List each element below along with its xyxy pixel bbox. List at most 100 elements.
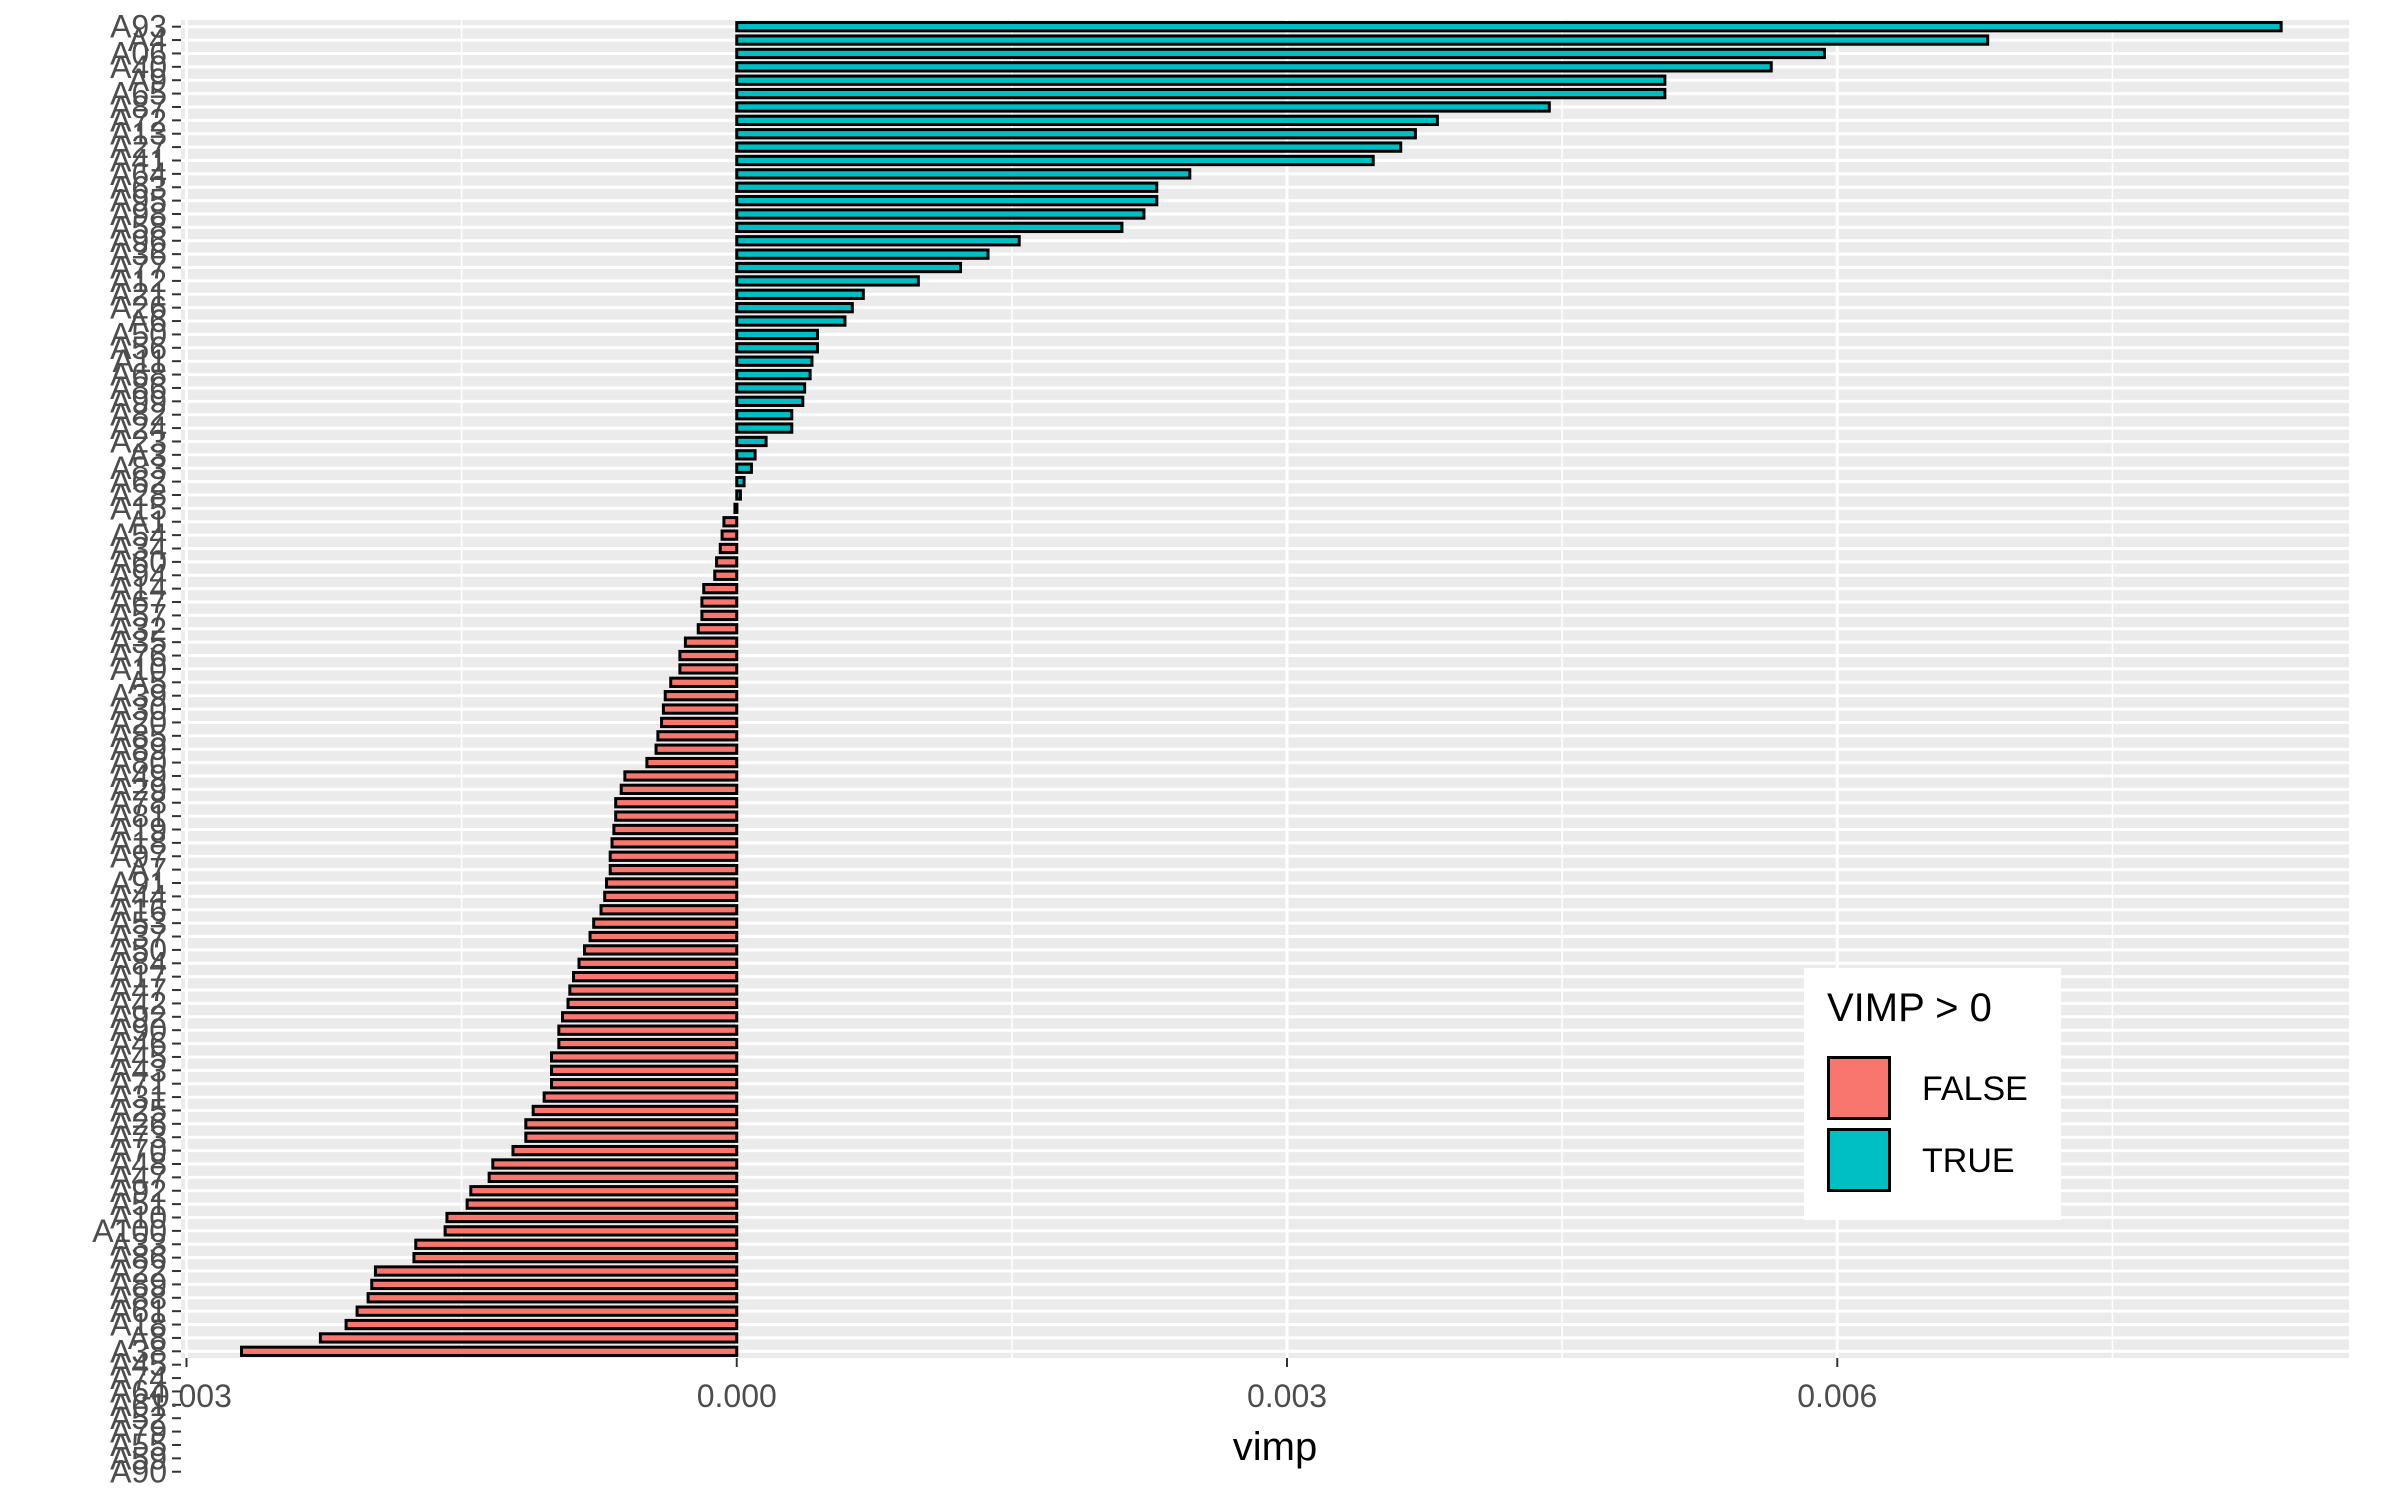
- bar: [678, 663, 739, 675]
- bar: [735, 74, 1667, 86]
- y-tick-label: A44: [110, 878, 167, 914]
- bar: [605, 877, 739, 889]
- y-tick-label: A17: [110, 959, 167, 995]
- bar: [583, 944, 739, 956]
- bar: [656, 730, 739, 742]
- bar: [735, 449, 757, 461]
- y-tick-label: A45: [110, 1347, 167, 1383]
- bar: [592, 917, 739, 929]
- bar: [735, 47, 1826, 60]
- bar: [557, 1037, 739, 1050]
- bar: [603, 890, 739, 903]
- bar: [735, 21, 2283, 33]
- y-tick-label: A82: [110, 397, 167, 433]
- bar: [735, 194, 1159, 207]
- y-tick-label: A51: [110, 1186, 167, 1222]
- bar: [735, 261, 963, 274]
- bar: [735, 395, 805, 407]
- bar: [663, 690, 739, 702]
- y-tick-label: A50: [110, 316, 167, 352]
- y-tick-label: A79: [110, 1414, 167, 1450]
- bar: [614, 810, 739, 822]
- x-tick-label: 0.006: [1797, 1378, 1877, 1414]
- y-tick-label: A49: [110, 758, 167, 794]
- y-tick-label: A90: [110, 1454, 167, 1490]
- y-tick-label: A21: [110, 276, 167, 312]
- bar: [735, 101, 1551, 113]
- y-tick-label: A31: [110, 1079, 167, 1115]
- bar: [610, 837, 739, 849]
- y-tick-label: A70: [110, 1133, 167, 1169]
- y-tick-label: A60: [110, 544, 167, 580]
- y-tick-label: A89: [110, 731, 167, 767]
- bar: [735, 128, 1417, 140]
- bar: [735, 87, 1667, 100]
- bar: [557, 1024, 739, 1036]
- y-tick-label: A23: [110, 423, 167, 459]
- bars: [240, 21, 2283, 1357]
- y-tick-label: A90: [110, 1012, 167, 1048]
- y-tick-label: A43: [110, 1052, 167, 1088]
- legend-key-false: [1827, 1056, 1891, 1120]
- y-tick-label: A53: [110, 905, 167, 941]
- bar: [566, 997, 739, 1010]
- y-tick-label: A14: [110, 571, 167, 607]
- bar: [531, 1104, 739, 1117]
- y-tick-label: A74: [110, 1360, 167, 1396]
- y-tick-label: A41: [110, 142, 167, 178]
- y-tick-label: A57: [110, 597, 167, 633]
- bar: [735, 235, 1021, 247]
- bar: [683, 636, 739, 648]
- y-tick-label: A9: [128, 62, 167, 98]
- bar: [722, 516, 739, 528]
- bar: [735, 422, 794, 434]
- y-tick-label: A83: [110, 450, 167, 486]
- y-tick-label: A92: [110, 1173, 167, 1209]
- bar: [487, 1171, 739, 1184]
- bar: [735, 435, 768, 448]
- legend-key-true: [1827, 1128, 1891, 1192]
- y-tick-label: A3: [128, 437, 167, 473]
- bar: [414, 1238, 739, 1250]
- y-tick-label: A38: [110, 1333, 167, 1369]
- y-tick-label: A58: [110, 209, 167, 245]
- bar: [445, 1211, 739, 1224]
- bar: [661, 703, 739, 715]
- y-tick-label: A29: [110, 771, 167, 807]
- bar: [370, 1278, 739, 1291]
- legend-label-false: FALSE: [1922, 1070, 2028, 1108]
- bar: [735, 114, 1439, 126]
- bar: [715, 556, 739, 568]
- bar: [623, 770, 739, 782]
- bar: [735, 275, 920, 287]
- bar: [735, 61, 1773, 73]
- y-tick-label: A89: [110, 1266, 167, 1302]
- bar: [678, 649, 739, 662]
- y-tick-label: A30: [110, 691, 167, 727]
- bar: [654, 743, 739, 755]
- y-tick-label: A59: [110, 1440, 167, 1476]
- y-tick-label: A24: [110, 410, 167, 446]
- y-tick-label: A93: [110, 9, 167, 45]
- bar: [469, 1185, 739, 1197]
- bar: [735, 409, 794, 421]
- bar: [696, 623, 739, 635]
- y-tick-label: A80: [110, 745, 167, 781]
- bar: [735, 368, 812, 381]
- bar: [524, 1118, 739, 1130]
- y-tick-label: A6: [128, 303, 167, 339]
- bar: [735, 34, 1990, 46]
- y-tick-label: A35: [110, 624, 167, 660]
- y-tick-label: A86: [110, 370, 167, 406]
- bar: [412, 1252, 739, 1264]
- bar: [735, 302, 854, 314]
- bar: [550, 1064, 739, 1076]
- bar: [735, 221, 1124, 234]
- bar: [735, 248, 990, 260]
- y-tick-label: A39: [110, 678, 167, 714]
- y-tick-label: A62: [110, 464, 167, 500]
- bar: [614, 797, 739, 809]
- y-tick-label: A76: [110, 638, 167, 674]
- legend-item-false: FALSE: [1827, 1056, 2057, 1124]
- y-tick-label: A37: [110, 919, 167, 955]
